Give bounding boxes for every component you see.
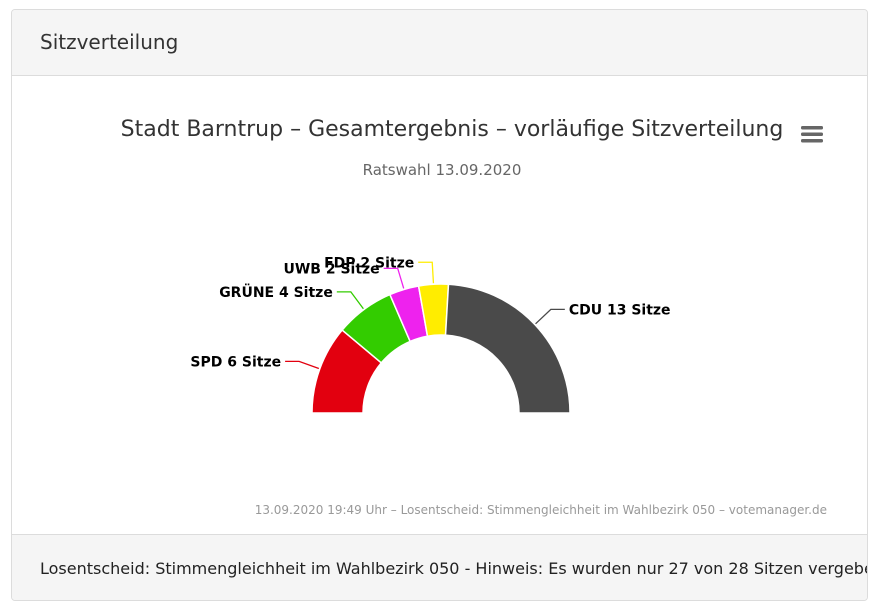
slice-cdu[interactable] (444, 283, 571, 414)
connector-spd (285, 360, 320, 370)
connector-cdu (535, 308, 565, 325)
data-label-cdu: CDU 13 Sitze (569, 302, 671, 318)
chart-credits: 13.09.2020 19:49 Uhr – Losentscheid: Sti… (255, 503, 827, 517)
data-label-spd: SPD 6 Sitze (190, 354, 281, 370)
card-title: Sitzverteilung (40, 30, 179, 54)
connector-grüne (336, 291, 364, 310)
card-header: Sitzverteilung (12, 10, 867, 76)
card-body: Stadt Barntrup – Gesamtergebnis – vorläu… (12, 76, 867, 536)
seat-distribution-card: Sitzverteilung Stadt Barntrup – Gesamter… (11, 9, 868, 601)
connector-uwb (383, 267, 405, 289)
chart-title: Stadt Barntrup – Gesamtergebnis – vorläu… (121, 117, 784, 142)
data-label-uwb: UWB 2 Sitze (283, 261, 379, 277)
data-label-grüne: GRÜNE 4 Sitze (219, 283, 333, 301)
footer-note: Losentscheid: Stimmengleichheit im Wahlb… (40, 559, 868, 578)
seat-chart: Stadt Barntrup – Gesamtergebnis – vorläu… (121, 117, 827, 517)
chart-slices (311, 283, 571, 414)
data-label-fdp: FDP 2 Sitze (324, 255, 414, 271)
chart-subtitle: Ratswahl 13.09.2020 (363, 161, 522, 179)
card-footer: Losentscheid: Stimmengleichheit im Wahlb… (12, 534, 867, 600)
hamburger-menu-icon[interactable] (801, 124, 823, 146)
chart-connectors (285, 261, 565, 370)
connector-fdp (418, 261, 435, 284)
